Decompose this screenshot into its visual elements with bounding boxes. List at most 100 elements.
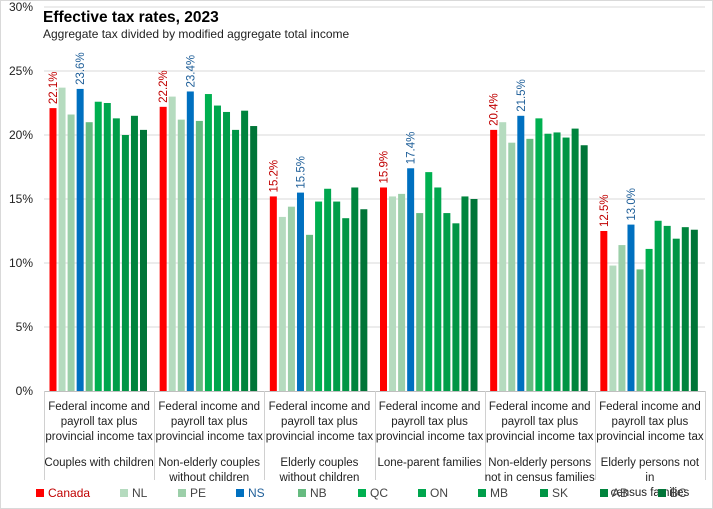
y-tick-label: 10% (9, 256, 33, 270)
bar-sk (672, 238, 680, 391)
data-label: 20.4% (489, 93, 501, 126)
bar-on (654, 220, 662, 391)
bar-nb (526, 138, 534, 391)
y-tick-label: 5% (16, 320, 34, 334)
legend-swatch (120, 489, 128, 497)
bar-ns (627, 224, 635, 391)
bar-on (324, 188, 332, 391)
legend-label: PE (190, 486, 207, 500)
bar-canada (600, 231, 608, 391)
category-family-label: Couples with children (44, 457, 154, 469)
y-tick-label: 15% (9, 192, 33, 206)
data-label: 23.4% (185, 55, 197, 88)
bar-ns (296, 192, 304, 391)
category-tax-label: Federal income and payroll tax plus provin… (265, 401, 374, 443)
bar-sk (562, 137, 570, 391)
bar-bc (360, 209, 368, 391)
legend-swatch (298, 489, 306, 497)
bar-ab (461, 196, 469, 391)
legend-swatch (478, 489, 486, 497)
category-tax-label: Federal income and payroll tax plus provin… (375, 401, 484, 443)
bar-nl (499, 122, 507, 391)
legend-label: ON (430, 486, 448, 500)
bar-ns (517, 115, 525, 392)
category-family-label: Lone-parent families (377, 457, 482, 469)
legend-item-nb: NB (298, 486, 327, 500)
bar-qc (204, 94, 212, 391)
legend-label: SK (552, 486, 569, 500)
legend-label: NL (132, 486, 148, 500)
data-label: 23.6% (75, 52, 87, 85)
bar-bc (580, 145, 588, 391)
bar-sk (121, 135, 129, 391)
data-label: 22.1% (48, 72, 60, 105)
bar-canada (49, 108, 57, 392)
legend-label: AB (612, 486, 629, 500)
category-tax-label: Federal income and payroll tax plus provin… (155, 401, 263, 443)
bar-ns (186, 91, 194, 391)
category-family-label: Non-elderly persons not in census familie… (484, 457, 595, 484)
bar-canada (269, 196, 277, 391)
y-tick-label: 30% (9, 0, 33, 14)
bar-nl (389, 196, 397, 391)
legend-label: BC (670, 486, 687, 500)
bar-pe (508, 142, 516, 391)
bar-pe (177, 119, 185, 391)
legend-swatch (236, 489, 244, 497)
y-tick-label: 20% (9, 128, 33, 142)
legend-item-bc: BC (658, 486, 687, 500)
category-tax-label: Federal income and payroll tax plus provin… (486, 401, 594, 443)
chart-title: Effective tax rates, 2023 (43, 9, 219, 26)
bar-ab (351, 187, 359, 391)
legend-label: Canada (48, 486, 91, 500)
legend-label: MB (490, 486, 508, 500)
legend-item-canada: Canada (36, 486, 90, 500)
bar-bc (140, 129, 147, 391)
bar-sk (232, 129, 240, 391)
bar-ab (130, 115, 138, 392)
data-label: 13.0% (626, 188, 638, 221)
bar-on (213, 105, 221, 391)
bar-pe (398, 193, 406, 391)
data-label: 15.5% (295, 156, 307, 189)
bar-nb (195, 120, 203, 392)
category-family-label: Elderly persons not in census families (600, 457, 700, 499)
bar-mb (333, 201, 341, 391)
y-tick-label: 0% (16, 384, 34, 398)
bar-qc (315, 201, 323, 391)
legend-item-nl: NL (120, 486, 147, 500)
bar-pe (618, 245, 626, 391)
category-family-label: Non-elderly couples without children (158, 457, 261, 484)
bar-bc (470, 199, 478, 391)
legend-item-on: ON (418, 486, 448, 500)
bar-nb (416, 213, 424, 391)
bar-canada (490, 129, 498, 391)
legend-item-qc: QC (358, 486, 388, 500)
bar-nl (58, 87, 66, 391)
legend-swatch (540, 489, 548, 497)
bar-ns (76, 88, 84, 392)
bar-bc (250, 126, 258, 391)
bar-mb (223, 111, 231, 392)
legend-swatch (418, 489, 426, 497)
category-family-label: Elderly couples without children (279, 457, 360, 484)
data-label: 12.5% (599, 194, 611, 227)
data-label: 15.9% (379, 151, 391, 184)
legend-label: NS (248, 486, 265, 500)
bar-nl (278, 216, 286, 391)
bar-canada (380, 187, 387, 391)
data-label: 15.2% (268, 160, 280, 193)
legend-label: NB (310, 486, 327, 500)
bar-sk (342, 218, 350, 391)
y-tick-label: 25% (9, 64, 33, 78)
legend-item-sk: SK (540, 486, 568, 500)
bar-qc (94, 101, 102, 391)
legend-swatch (36, 489, 44, 497)
bar-mb (663, 225, 671, 391)
bar-on (544, 133, 552, 391)
bar-ab (571, 128, 579, 391)
bar-qc (535, 118, 543, 392)
bar-qc (425, 172, 433, 391)
bar-on (103, 103, 111, 391)
bar-pe (287, 206, 295, 391)
